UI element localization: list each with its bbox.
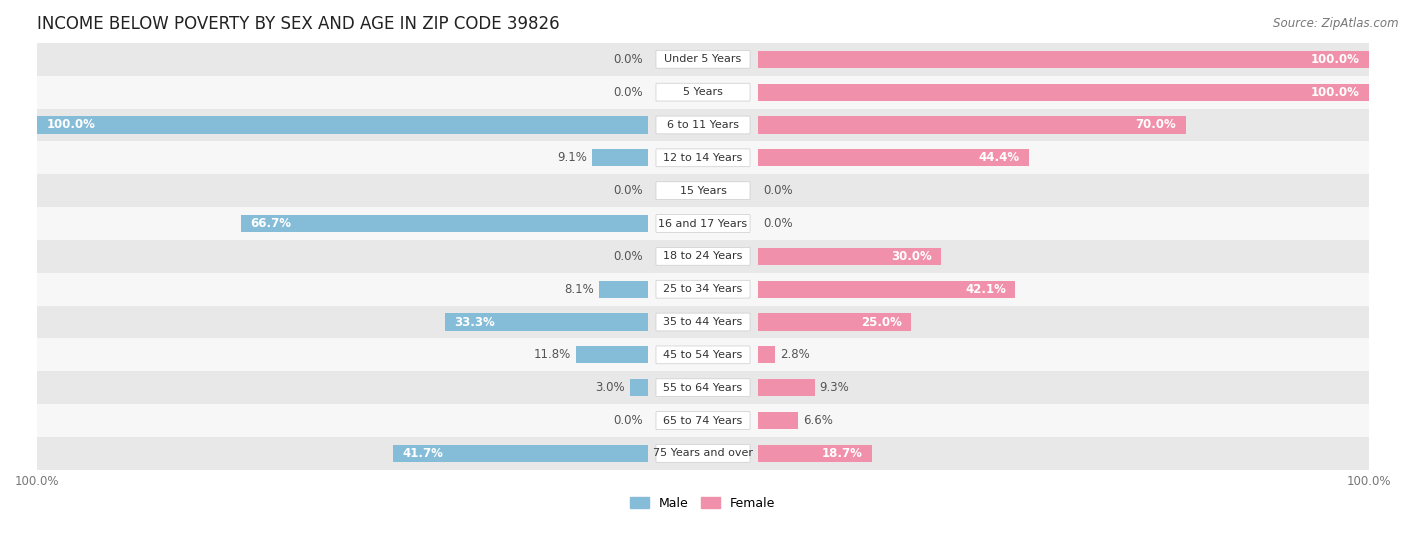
Bar [37, 273, 1369, 306]
FancyBboxPatch shape [657, 445, 749, 462]
FancyBboxPatch shape [657, 50, 749, 68]
Bar [758, 51, 1369, 68]
FancyBboxPatch shape [657, 182, 749, 200]
Bar [37, 117, 648, 133]
Text: 100.0%: 100.0% [46, 118, 96, 132]
Text: 65 to 74 Years: 65 to 74 Years [664, 416, 742, 426]
Text: 35 to 44 Years: 35 to 44 Years [664, 317, 742, 327]
Bar [240, 215, 648, 232]
Bar [37, 371, 1369, 404]
Bar [37, 240, 1369, 273]
FancyBboxPatch shape [657, 412, 749, 430]
Text: 0.0%: 0.0% [613, 184, 643, 197]
Text: Under 5 Years: Under 5 Years [665, 54, 741, 64]
Bar [37, 404, 1369, 437]
Bar [37, 437, 1369, 470]
Text: 100.0%: 100.0% [1310, 85, 1360, 99]
Legend: Male, Female: Male, Female [626, 492, 780, 515]
Bar [37, 76, 1369, 109]
Text: 9.3%: 9.3% [820, 381, 849, 394]
Bar [630, 379, 648, 396]
Text: Source: ZipAtlas.com: Source: ZipAtlas.com [1274, 17, 1399, 30]
Text: 16 and 17 Years: 16 and 17 Years [658, 219, 748, 229]
Text: 66.7%: 66.7% [250, 217, 291, 230]
Bar [758, 314, 911, 330]
Bar [758, 347, 775, 363]
Text: 6 to 11 Years: 6 to 11 Years [666, 120, 740, 130]
Text: 0.0%: 0.0% [613, 414, 643, 427]
Bar [37, 174, 1369, 207]
Text: 25 to 34 Years: 25 to 34 Years [664, 284, 742, 294]
Bar [37, 141, 1369, 174]
Bar [758, 117, 1185, 133]
Bar [444, 314, 648, 330]
FancyBboxPatch shape [657, 313, 749, 331]
Text: 44.4%: 44.4% [979, 151, 1019, 164]
FancyBboxPatch shape [657, 215, 749, 232]
FancyBboxPatch shape [657, 346, 749, 364]
Text: 41.7%: 41.7% [402, 447, 443, 460]
Bar [758, 412, 799, 429]
Text: 18.7%: 18.7% [823, 447, 863, 460]
FancyBboxPatch shape [657, 83, 749, 101]
Text: 42.1%: 42.1% [965, 283, 1005, 296]
Bar [37, 109, 1369, 141]
Bar [758, 379, 814, 396]
Bar [37, 43, 1369, 76]
Text: 12 to 14 Years: 12 to 14 Years [664, 153, 742, 163]
Text: 70.0%: 70.0% [1136, 118, 1177, 132]
Bar [576, 347, 648, 363]
Text: 3.0%: 3.0% [595, 381, 624, 394]
Text: 55 to 64 Years: 55 to 64 Years [664, 383, 742, 393]
Text: 25.0%: 25.0% [860, 315, 901, 329]
Bar [37, 207, 1369, 240]
Text: 75 Years and over: 75 Years and over [652, 449, 754, 458]
Bar [758, 281, 1015, 298]
Bar [37, 306, 1369, 339]
Bar [758, 150, 1029, 166]
Text: 0.0%: 0.0% [763, 184, 793, 197]
Text: 45 to 54 Years: 45 to 54 Years [664, 350, 742, 360]
Text: 0.0%: 0.0% [613, 250, 643, 263]
Text: 30.0%: 30.0% [891, 250, 932, 263]
Text: 2.8%: 2.8% [780, 348, 810, 362]
Text: 100.0%: 100.0% [1310, 53, 1360, 66]
FancyBboxPatch shape [657, 247, 749, 265]
Bar [758, 84, 1369, 100]
Bar [37, 339, 1369, 371]
Bar [758, 445, 872, 462]
Bar [599, 281, 648, 298]
FancyBboxPatch shape [657, 379, 749, 397]
Text: 8.1%: 8.1% [564, 283, 593, 296]
Text: 0.0%: 0.0% [613, 53, 643, 66]
Bar [592, 150, 648, 166]
Text: 11.8%: 11.8% [534, 348, 571, 362]
FancyBboxPatch shape [657, 116, 749, 134]
Text: 9.1%: 9.1% [558, 151, 588, 164]
Text: 33.3%: 33.3% [454, 315, 495, 329]
Text: INCOME BELOW POVERTY BY SEX AND AGE IN ZIP CODE 39826: INCOME BELOW POVERTY BY SEX AND AGE IN Z… [37, 15, 560, 33]
Text: 0.0%: 0.0% [763, 217, 793, 230]
FancyBboxPatch shape [657, 280, 749, 298]
Text: 5 Years: 5 Years [683, 87, 723, 97]
Text: 15 Years: 15 Years [679, 186, 727, 196]
Bar [394, 445, 648, 462]
Bar [758, 248, 941, 265]
Text: 18 to 24 Years: 18 to 24 Years [664, 251, 742, 261]
FancyBboxPatch shape [657, 149, 749, 167]
Text: 6.6%: 6.6% [803, 414, 832, 427]
Text: 0.0%: 0.0% [613, 85, 643, 99]
